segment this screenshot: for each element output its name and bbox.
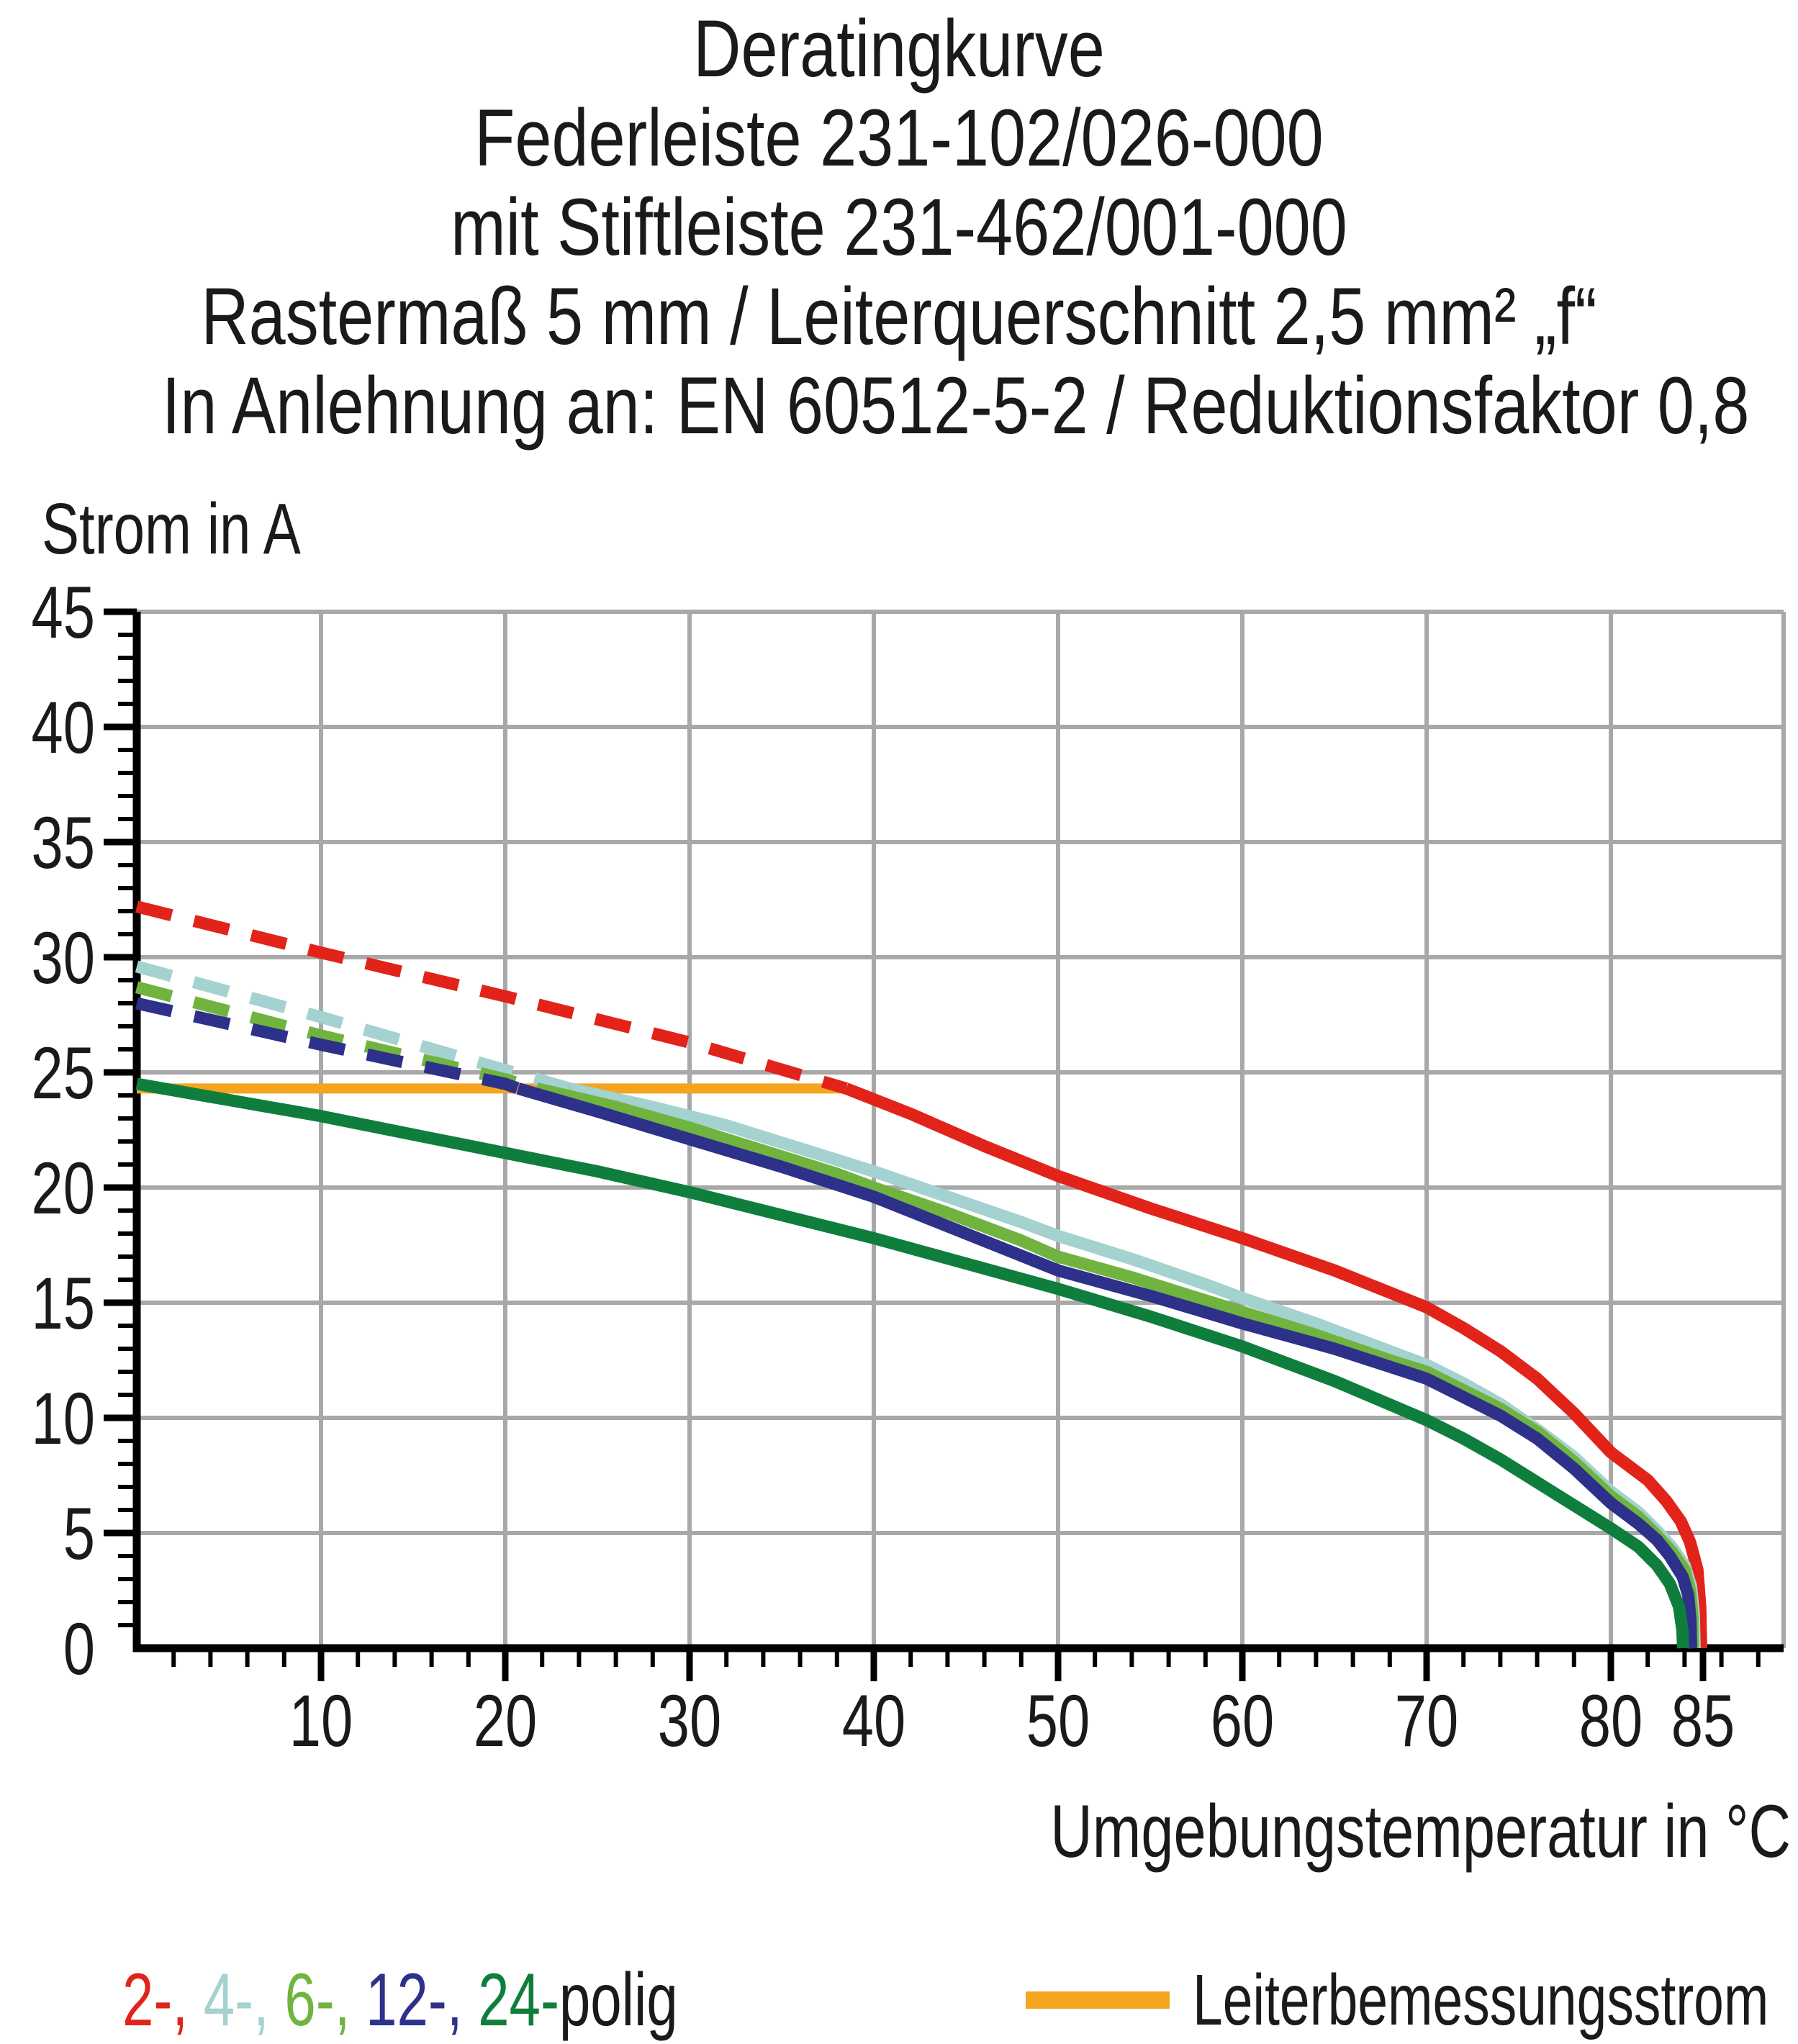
legend-pole-part-5: 24-	[478, 1958, 559, 2042]
curve-24-polig	[135, 1077, 1689, 1649]
title-line-4: Rastermaß 5 mm / Leiterquerschnitt 2,5 m…	[201, 271, 1597, 361]
legend-pole-part-1: 2-,	[122, 1958, 204, 2042]
curve-4-polig-dashed	[135, 960, 572, 1095]
curves	[135, 900, 1707, 1649]
title-line-2: Federleiste 231-102/026-000	[474, 93, 1324, 183]
x-tick-label: 50	[1026, 1681, 1090, 1763]
y-tick-label: 30	[31, 918, 95, 1000]
axis-ticks	[104, 608, 1761, 1681]
y-tick-label: 35	[31, 802, 95, 885]
y-tick-label: 10	[31, 1378, 95, 1460]
curve-2-polig-dashed	[135, 900, 848, 1095]
x-axis-title: Umgebungstemperatur in °C	[1050, 1790, 1791, 1873]
legend-pole-part-6: polig	[559, 1958, 678, 2042]
title-line-3: mit Stiftleiste 231-462/001-000	[451, 182, 1347, 272]
y-tick-label: 25	[31, 1033, 95, 1115]
y-tick-label: 40	[31, 687, 95, 769]
legend-pole-counts: 2-, 4-, 6-, 12-, 24-polig	[122, 1961, 678, 2040]
curve-12-polig-dashed	[135, 997, 520, 1095]
legend-pole-part-2: 4-,	[203, 1958, 285, 2042]
x-tick-label: 40	[842, 1681, 906, 1763]
y-tick-label: 5	[63, 1493, 95, 1575]
y-tick-label: 20	[31, 1148, 95, 1230]
gridlines	[137, 610, 1786, 1648]
x-tick-label: 30	[658, 1681, 722, 1763]
axes	[132, 612, 1784, 1652]
x-tick-label: 70	[1395, 1681, 1459, 1763]
x-tick-label: 20	[474, 1681, 538, 1763]
title-line-5: In Anlehnung an: EN 60512-5-2 / Reduktio…	[161, 361, 1750, 451]
x-tick-label: 85	[1671, 1681, 1735, 1763]
chart-title: Deratingkurve Federleiste 231-102/026-00…	[0, 4, 1798, 451]
x-tick-label: 80	[1579, 1681, 1643, 1763]
y-tick-label: 0	[63, 1609, 95, 1691]
legend-rated-current: Leiterbemessungsstrom	[1026, 1959, 1798, 2040]
rated-current-label: Leiterbemessungsstrom	[1193, 1959, 1769, 2040]
legend-pole-part-4: 12-,	[366, 1958, 479, 2042]
tick-labels: 10 20 30 40 50 60 70 80 85 0 5 10 15 20 25 30 35 40 45	[31, 572, 1735, 1763]
curve-2-polig	[844, 1082, 1707, 1649]
legend-pole-part-3: 6-,	[284, 1958, 366, 2042]
curve-12-polig	[516, 1082, 1697, 1649]
y-tick-label: 45	[31, 572, 95, 654]
rated-current-line-swatch	[1026, 1991, 1170, 2009]
y-tick-label: 15	[31, 1263, 95, 1345]
title-line-1: Deratingkurve	[693, 4, 1105, 94]
x-tick-label: 60	[1211, 1681, 1275, 1763]
y-axis-title: Strom in A	[42, 489, 301, 569]
x-tick-label: 10	[289, 1681, 353, 1763]
